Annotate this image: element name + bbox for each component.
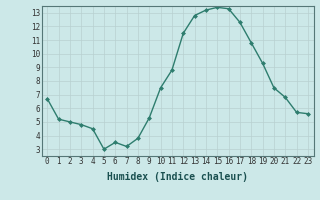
X-axis label: Humidex (Indice chaleur): Humidex (Indice chaleur) [107, 172, 248, 182]
